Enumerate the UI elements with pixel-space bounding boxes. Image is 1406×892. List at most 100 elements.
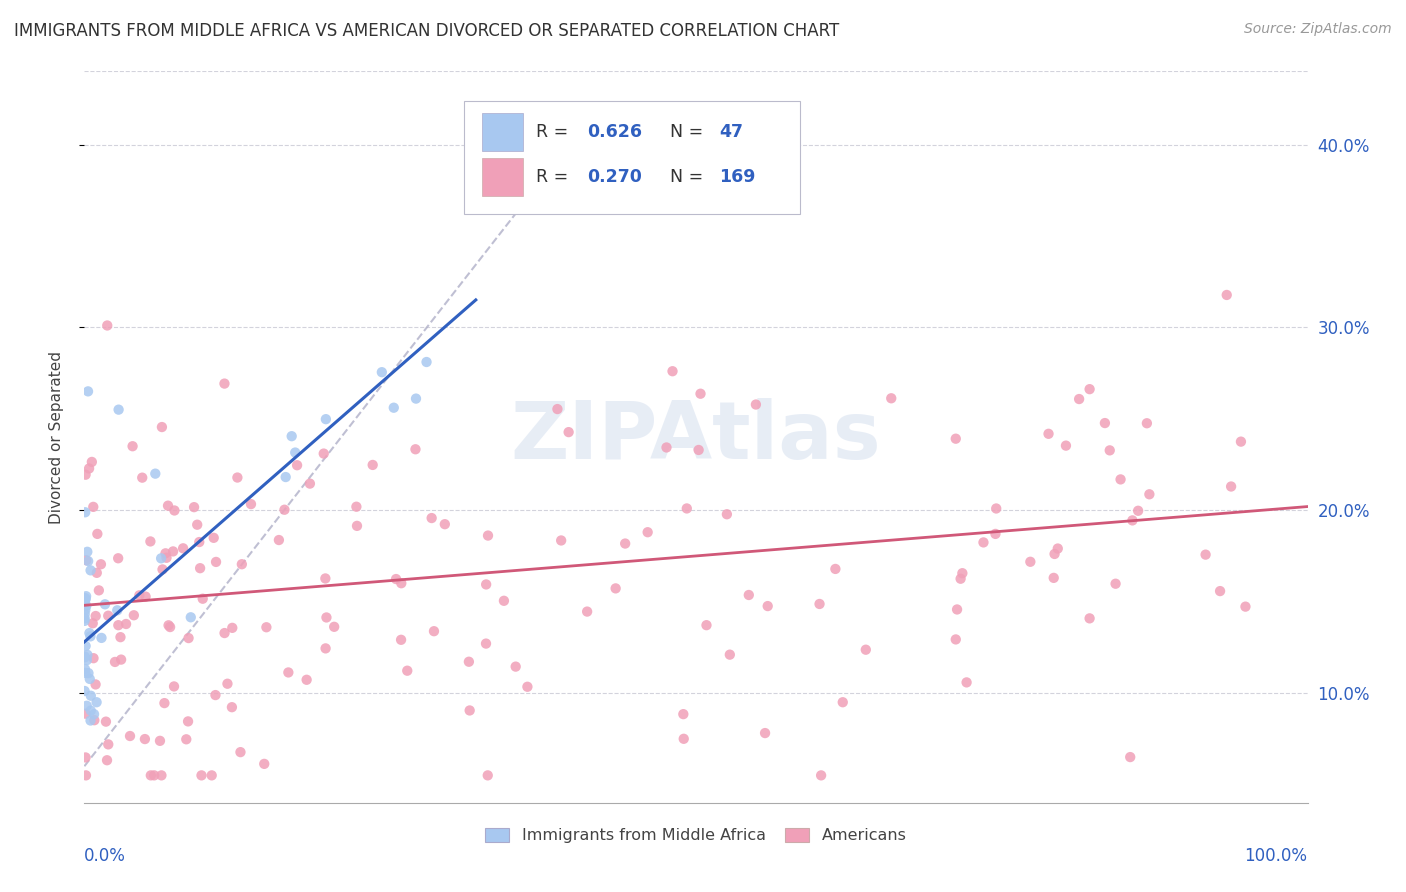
Point [80,455,103,469]
Point [73,591,96,605]
Point [82,500,104,514]
Point [226,470,249,484]
Point [180,610,202,624]
Point [202,531,225,545]
Point [131,470,153,484]
Point [75,589,97,603]
Point [75,665,97,680]
Point [73,650,96,665]
Point [824,562,846,576]
Point [188,561,211,575]
Point [433,517,456,532]
Text: IMMIGRANTS FROM MIDDLE AFRICA VS AMERICAN DIVORCED OR SEPARATED CORRELATION CHAR: IMMIGRANTS FROM MIDDLE AFRICA VS AMERICA… [14,22,839,40]
Point [77,554,100,568]
Point [128,588,150,602]
Point [94,597,117,611]
Point [83,707,105,722]
Point [1215,288,1237,302]
Point [177,631,200,645]
Text: R =: R = [536,169,568,186]
Point [756,599,779,613]
Point [614,536,637,550]
Point [661,364,683,378]
Point [371,365,394,379]
Point [79,563,101,577]
Text: N =: N = [671,169,703,186]
Point [115,617,138,632]
Point [75,639,97,653]
Point [273,502,295,516]
Point [810,768,832,782]
Point [1078,611,1101,625]
Point [1194,548,1216,562]
Point [150,768,173,782]
Point [163,680,186,694]
Point [457,655,479,669]
Point [97,738,120,752]
Point [107,618,129,632]
Point [949,572,972,586]
Point [477,768,499,782]
Point [75,467,97,482]
Point [110,652,132,666]
Point [1136,416,1159,430]
Point [86,527,108,541]
Point [94,714,117,729]
Point [163,503,186,517]
Point [76,698,98,713]
Point [280,429,302,443]
Point [1046,541,1069,556]
Point [1078,382,1101,396]
Point [254,620,277,634]
Point [389,632,412,647]
FancyBboxPatch shape [482,113,523,151]
Point [153,696,176,710]
Point [323,620,346,634]
Point [315,610,337,624]
Point [1069,392,1091,406]
Point [1234,599,1257,614]
Point [312,446,335,460]
Point [139,768,162,782]
Point [83,651,105,665]
Point [718,648,741,662]
Point [240,497,263,511]
Point [1121,513,1143,527]
Point [1054,439,1077,453]
Point [172,541,194,556]
Point [1019,555,1042,569]
FancyBboxPatch shape [464,101,800,214]
Point [672,707,695,722]
Point [205,555,228,569]
Point [134,732,156,747]
Point [73,607,96,621]
Text: 0.0%: 0.0% [84,847,127,864]
Point [344,500,367,514]
Point [1230,434,1253,449]
Point [150,420,173,434]
Point [162,544,184,558]
Point [516,680,538,694]
Point [221,700,243,714]
Y-axis label: Divorced or Separated: Divorced or Separated [49,351,63,524]
Point [738,588,761,602]
Point [214,376,236,391]
Point [382,401,405,415]
Point [191,591,214,606]
Legend: Immigrants from Middle Africa, Americans: Immigrants from Middle Africa, Americans [479,822,912,850]
Point [550,533,572,548]
Point [950,566,973,581]
Point [76,545,98,559]
Point [637,525,659,540]
Text: Source: ZipAtlas.com: Source: ZipAtlas.com [1244,22,1392,37]
Point [79,714,101,728]
Point [183,500,205,515]
Point [1038,426,1060,441]
Text: R =: R = [536,123,568,141]
Text: 0.270: 0.270 [588,169,643,186]
Point [107,551,129,566]
Point [284,445,307,459]
Point [1137,487,1160,501]
Point [695,618,717,632]
Point [118,729,141,743]
